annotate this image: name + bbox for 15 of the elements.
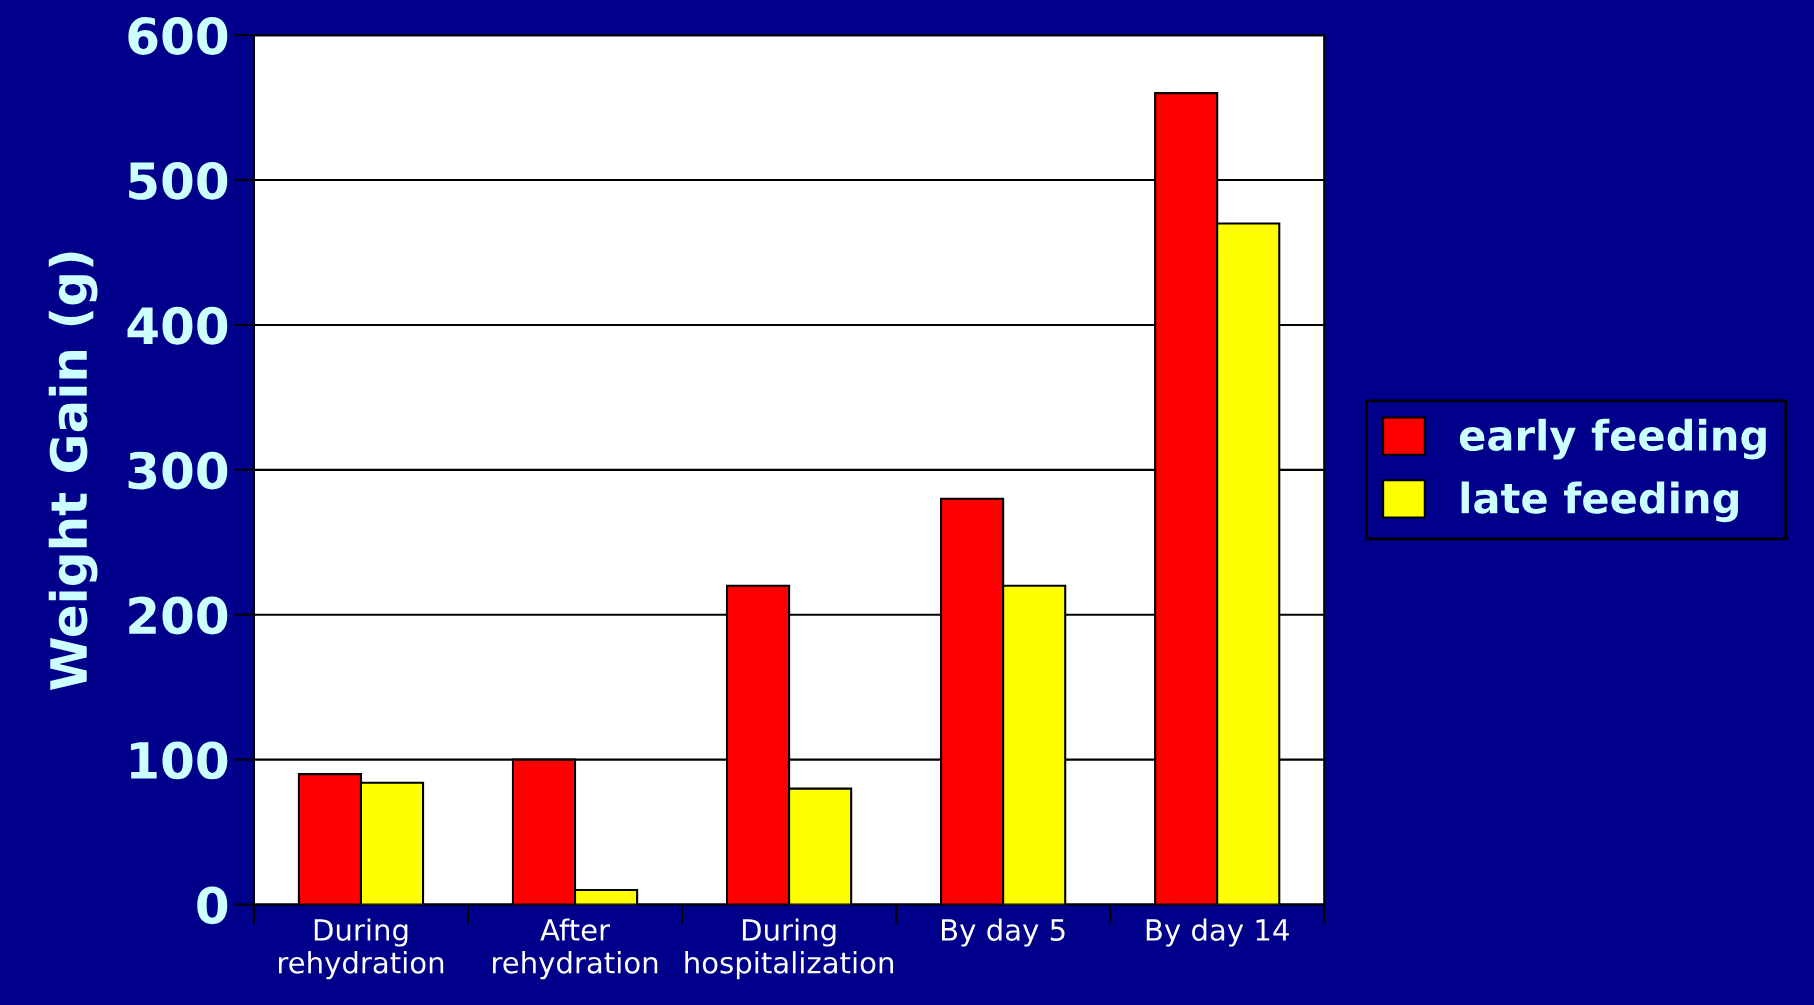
y-tick-label: 200 bbox=[129, 596, 228, 635]
legend-label: early feeding bbox=[1459, 418, 1766, 460]
legend-label: late feeding bbox=[1461, 481, 1738, 523]
x-tick-label: During hospitalization bbox=[685, 918, 893, 980]
y-tick-label: 300 bbox=[128, 451, 228, 490]
y-tick-label: 100 bbox=[130, 741, 228, 780]
y-tick-label: 500 bbox=[129, 161, 228, 200]
x-tick-label: During rehydration bbox=[279, 918, 444, 980]
x-tick-label: By day 14 bbox=[1146, 918, 1289, 947]
x-tick-label: By day 5 bbox=[941, 918, 1065, 947]
y-tick-label: 0 bbox=[197, 886, 228, 925]
x-tick-label: After rehydration bbox=[493, 918, 658, 980]
y-tick-label: 600 bbox=[128, 17, 228, 55]
y-tick-label: 400 bbox=[127, 306, 228, 345]
y-axis-title: Weight Gain (g) bbox=[48, 252, 98, 691]
